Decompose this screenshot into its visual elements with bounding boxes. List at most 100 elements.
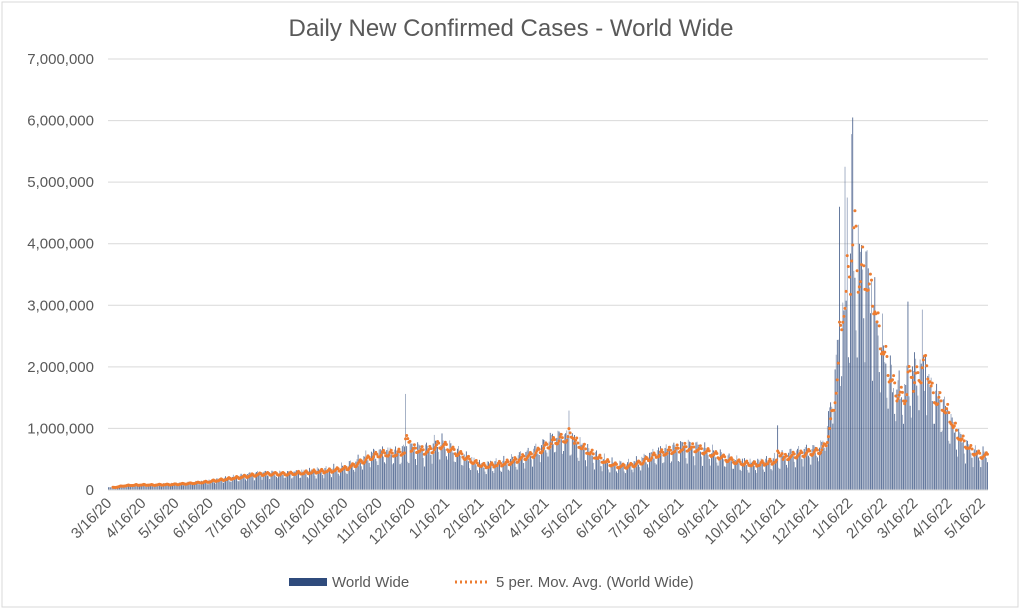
- bar: [469, 468, 470, 490]
- moving-avg-point: [845, 254, 849, 258]
- bar: [162, 484, 164, 490]
- bar: [969, 449, 971, 490]
- bar: [982, 446, 984, 490]
- bar: [372, 452, 373, 490]
- bar: [872, 380, 874, 490]
- bar: [545, 450, 547, 490]
- bar: [492, 471, 494, 490]
- y-tick-label: 2,000,000: [27, 359, 94, 376]
- bar: [773, 452, 775, 490]
- bar: [960, 434, 962, 490]
- bar: [981, 454, 983, 490]
- moving-avg-point: [780, 452, 784, 456]
- moving-avg-point: [777, 451, 781, 455]
- bar: [323, 478, 325, 490]
- bar: [952, 422, 954, 490]
- bar: [734, 459, 735, 490]
- moving-avg-point: [431, 450, 435, 454]
- bar: [187, 481, 189, 490]
- moving-avg-point: [697, 446, 701, 450]
- bar: [438, 451, 440, 490]
- bar: [291, 478, 293, 490]
- bar: [227, 477, 229, 490]
- bar: [656, 450, 658, 490]
- bar: [414, 445, 415, 490]
- bar: [364, 456, 366, 490]
- moving-avg-point: [962, 439, 966, 443]
- moving-avg-point: [482, 461, 486, 465]
- bar: [728, 453, 730, 490]
- bar: [408, 463, 410, 490]
- bar: [938, 391, 940, 490]
- bar: [140, 484, 141, 490]
- bar: [786, 464, 787, 490]
- bar: [711, 453, 712, 490]
- moving-avg-point: [474, 459, 478, 463]
- moving-avg-point: [560, 436, 564, 440]
- bar: [780, 456, 782, 490]
- moving-avg-point: [900, 390, 904, 394]
- moving-avg-point: [943, 411, 947, 415]
- bar: [417, 442, 419, 490]
- bar: [673, 442, 675, 490]
- bar: [573, 438, 574, 490]
- bar: [825, 447, 827, 490]
- bar: [243, 474, 245, 490]
- bar: [269, 479, 271, 490]
- bar: [224, 477, 225, 490]
- bar: [925, 356, 927, 490]
- bar: [111, 487, 113, 490]
- bar: [881, 347, 882, 490]
- bar: [695, 442, 697, 490]
- bar: [218, 479, 220, 490]
- bar: [592, 462, 594, 490]
- moving-avg-point: [395, 453, 399, 457]
- bar: [809, 457, 811, 490]
- bar: [648, 467, 649, 490]
- bar: [422, 457, 424, 490]
- bar: [304, 471, 306, 490]
- bar: [862, 269, 864, 490]
- legend-label-moving-avg: 5 per. Mov. Avg. (World Wide): [496, 574, 694, 591]
- bar: [787, 467, 788, 490]
- bar: [363, 456, 364, 490]
- bar: [779, 468, 781, 490]
- moving-avg-point: [591, 452, 595, 456]
- bar: [203, 480, 204, 490]
- bar: [732, 468, 733, 490]
- moving-avg-point: [402, 451, 406, 455]
- bar: [564, 434, 565, 490]
- moving-avg-point: [411, 446, 415, 450]
- bar: [493, 472, 495, 490]
- bar: [649, 452, 650, 490]
- bar: [176, 485, 178, 490]
- bar: [511, 454, 512, 490]
- bar: [345, 472, 347, 490]
- bar: [720, 452, 722, 490]
- moving-avg-point: [952, 424, 956, 428]
- bar: [582, 446, 584, 490]
- bar: [903, 423, 904, 490]
- bar: [188, 483, 190, 490]
- moving-avg-point: [782, 455, 786, 459]
- bar: [499, 462, 500, 490]
- moving-avg-point: [443, 440, 447, 444]
- moving-avg-point: [855, 269, 859, 273]
- bar: [977, 452, 978, 490]
- bar: [415, 459, 416, 490]
- bar: [607, 463, 609, 490]
- moving-avg-point: [867, 282, 871, 286]
- bar: [850, 253, 851, 490]
- bar: [884, 362, 886, 490]
- bar: [771, 470, 773, 490]
- moving-avg-point: [939, 399, 943, 403]
- bar: [299, 478, 300, 490]
- moving-avg-point: [674, 446, 678, 450]
- bar: [130, 486, 132, 490]
- bar: [983, 451, 985, 490]
- bar: [517, 455, 519, 490]
- bar: [221, 482, 223, 490]
- bar: [846, 197, 848, 491]
- moving-avg-point: [815, 448, 819, 452]
- bar: [755, 470, 756, 490]
